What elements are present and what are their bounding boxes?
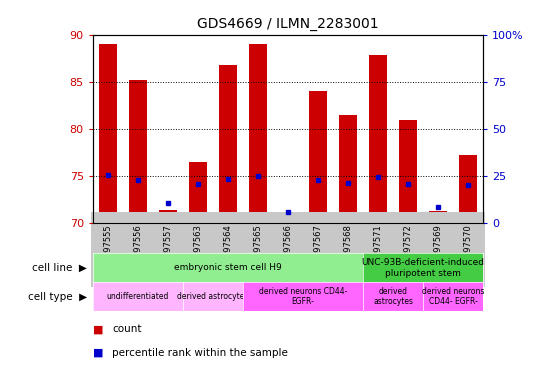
Text: cell type  ▶: cell type ▶	[28, 291, 87, 302]
Text: ■: ■	[93, 348, 103, 358]
Text: count: count	[112, 324, 141, 334]
Bar	[159, 210, 177, 223]
Bar	[189, 162, 207, 223]
Bar	[399, 120, 417, 223]
Bar	[249, 44, 267, 223]
Text: percentile rank within the sample: percentile rank within the sample	[112, 348, 288, 358]
Text: ■: ■	[93, 324, 103, 334]
Text: derived astrocytes: derived astrocytes	[177, 292, 248, 301]
Text: embryonic stem cell H9: embryonic stem cell H9	[174, 263, 282, 272]
Text: UNC-93B-deficient-induced
pluripotent stem: UNC-93B-deficient-induced pluripotent st…	[361, 258, 485, 278]
Bar	[369, 55, 387, 223]
Bar	[309, 91, 327, 223]
Bar	[279, 217, 297, 223]
Bar	[129, 80, 147, 223]
Title: GDS4669 / ILMN_2283001: GDS4669 / ILMN_2283001	[197, 17, 379, 31]
Text: derived neurons CD44-
EGFR-: derived neurons CD44- EGFR-	[259, 287, 347, 306]
Text: derived neurons
CD44- EGFR-: derived neurons CD44- EGFR-	[422, 287, 484, 306]
Text: undifferentiated: undifferentiated	[106, 292, 169, 301]
Bar	[459, 155, 477, 223]
Text: cell line  ▶: cell line ▶	[32, 263, 87, 273]
Bar	[429, 212, 447, 223]
Bar	[339, 116, 357, 223]
Bar	[219, 65, 237, 223]
Bar	[99, 44, 117, 223]
Text: derived
astrocytes: derived astrocytes	[373, 287, 413, 306]
